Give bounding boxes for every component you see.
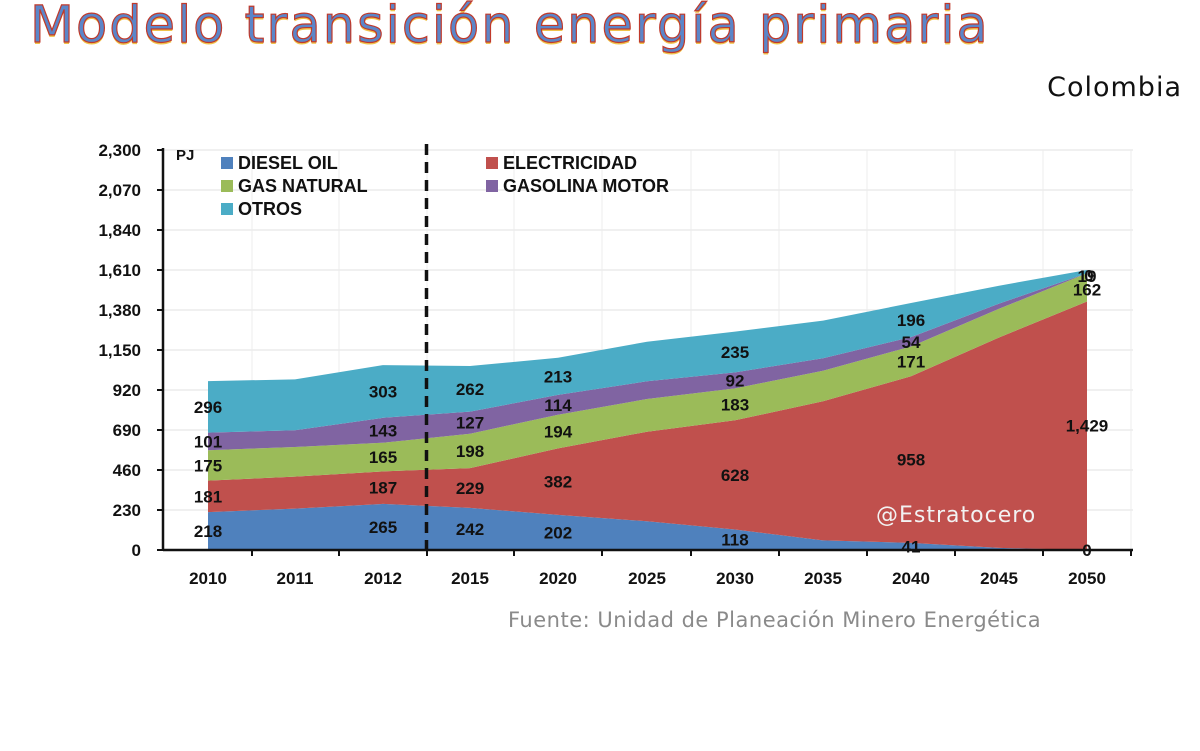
x-tick-label: 2015 — [451, 569, 489, 588]
legend-swatch-electricidad — [486, 157, 498, 169]
y-tick-label: 0 — [132, 541, 141, 560]
area-gas-natural — [208, 273, 1087, 481]
data-label-gas-natural: 171 — [897, 352, 925, 371]
y-axis-tick-labels: 0 230 460 690 920 1,150 1,380 1,610 1,840 2,070 2,… — [98, 141, 141, 560]
data-label-gas-natural: 183 — [721, 395, 749, 414]
data-label-electricidad: 1,429 — [1066, 417, 1109, 436]
y-tick-label: 1,150 — [98, 341, 141, 360]
data-label-electricidad: 229 — [456, 479, 484, 498]
data-label-electricidad: 181 — [194, 487, 222, 506]
legend-label-electricidad: ELECTRICIDAD — [503, 153, 637, 173]
legend-swatch-diesel-oil — [221, 157, 233, 169]
data-label-gas-natural: 165 — [369, 448, 397, 467]
data-label-diesel-oil: 242 — [456, 520, 484, 539]
data-label-gasolina-motor: 127 — [456, 414, 484, 433]
x-tick-label: 2025 — [628, 569, 666, 588]
y-tick-label: 1,380 — [98, 301, 141, 320]
legend-label-gasolina-motor: GASOLINA MOTOR — [503, 176, 669, 196]
data-label-otros: 19 — [1078, 267, 1097, 286]
y-tick-label: 460 — [113, 461, 141, 480]
source-note: Fuente: Unidad de Planeación Minero Ener… — [508, 608, 1042, 632]
watermark: @Estratocero — [876, 503, 1036, 528]
legend: DIESEL OIL ELECTRICIDAD GAS NATURAL GASOLIN… — [221, 153, 669, 219]
area-otros — [208, 270, 1087, 433]
data-label-otros: 213 — [544, 367, 572, 386]
data-label-gas-natural: 175 — [194, 456, 222, 475]
data-label-diesel-oil: 202 — [544, 523, 572, 542]
data-label-otros: 196 — [897, 311, 925, 330]
data-label-gas-natural: 162 — [1073, 280, 1101, 299]
data-label-electricidad: 187 — [369, 479, 397, 498]
data-label-electricidad: 958 — [897, 451, 925, 470]
data-label-electricidad: 628 — [721, 466, 749, 485]
data-label-diesel-oil: 218 — [194, 522, 222, 541]
x-tick-label: 2040 — [892, 569, 930, 588]
y-tick-label: 920 — [113, 381, 141, 400]
data-label-diesel-oil: 265 — [369, 518, 397, 537]
x-tick-label: 2011 — [277, 569, 314, 588]
data-label-gasolina-motor: 114 — [544, 396, 572, 415]
data-label-gasolina-motor: 101 — [194, 432, 222, 451]
x-tick-label: 2020 — [539, 569, 577, 588]
y-tick-label: 2,070 — [98, 181, 141, 200]
legend-label-gas-natural: GAS NATURAL — [238, 176, 368, 196]
legend-swatch-gasolina-motor — [486, 180, 498, 192]
x-tick-label: 2050 — [1068, 569, 1106, 588]
y-tick-label: 230 — [113, 501, 141, 520]
data-label-gasolina-motor: 54 — [902, 333, 921, 352]
y-tick-label: 1,610 — [98, 261, 141, 280]
chart-subtitle: Colombia — [1047, 72, 1182, 103]
legend-label-otros: OTROS — [238, 199, 302, 219]
y-axis-unit-label: PJ — [176, 147, 194, 164]
y-tick-label: 690 — [113, 421, 141, 440]
axes — [157, 144, 1133, 556]
data-label-otros: 235 — [721, 343, 749, 362]
x-tick-label: 2030 — [716, 569, 754, 588]
data-labels: 218 265 242 202 118 41 0 181 187 229 382 628 958 1,42… — [194, 266, 1108, 560]
legend-swatch-otros — [221, 203, 233, 215]
legend-swatch-gas-natural — [221, 180, 233, 192]
data-label-diesel-oil: 41 — [902, 537, 921, 556]
x-tick-label: 2045 — [980, 569, 1018, 588]
data-label-otros: 296 — [194, 398, 222, 417]
data-label-electricidad: 382 — [544, 473, 572, 492]
data-label-gasolina-motor: 143 — [369, 421, 397, 440]
area-diesel-oil — [208, 503, 1087, 550]
data-label-gas-natural: 198 — [456, 442, 484, 461]
data-label-gas-natural: 194 — [544, 423, 573, 442]
y-tick-label: 1,840 — [98, 221, 141, 240]
x-tick-label: 2010 — [189, 569, 227, 588]
data-label-gasolina-motor: 0 — [1084, 266, 1093, 285]
x-axis-tick-labels: 2010 2011 2012 2015 2020 2025 2030 2035 2040 2045… — [189, 569, 1106, 588]
legend-label-diesel-oil: DIESEL OIL — [238, 153, 338, 173]
y-tick-label: 2,300 — [98, 141, 141, 160]
chart-title: Modelo transición energía primaria — [29, 0, 990, 56]
data-label-diesel-oil: 0 — [1082, 541, 1091, 560]
x-tick-label: 2035 — [804, 569, 842, 588]
area-gasolina-motor — [208, 273, 1087, 451]
x-tick-label: 2012 — [364, 569, 402, 588]
data-label-otros: 303 — [369, 382, 397, 401]
data-label-otros: 262 — [456, 380, 484, 399]
data-label-diesel-oil: 118 — [721, 531, 748, 550]
data-label-gasolina-motor: 92 — [726, 371, 745, 390]
